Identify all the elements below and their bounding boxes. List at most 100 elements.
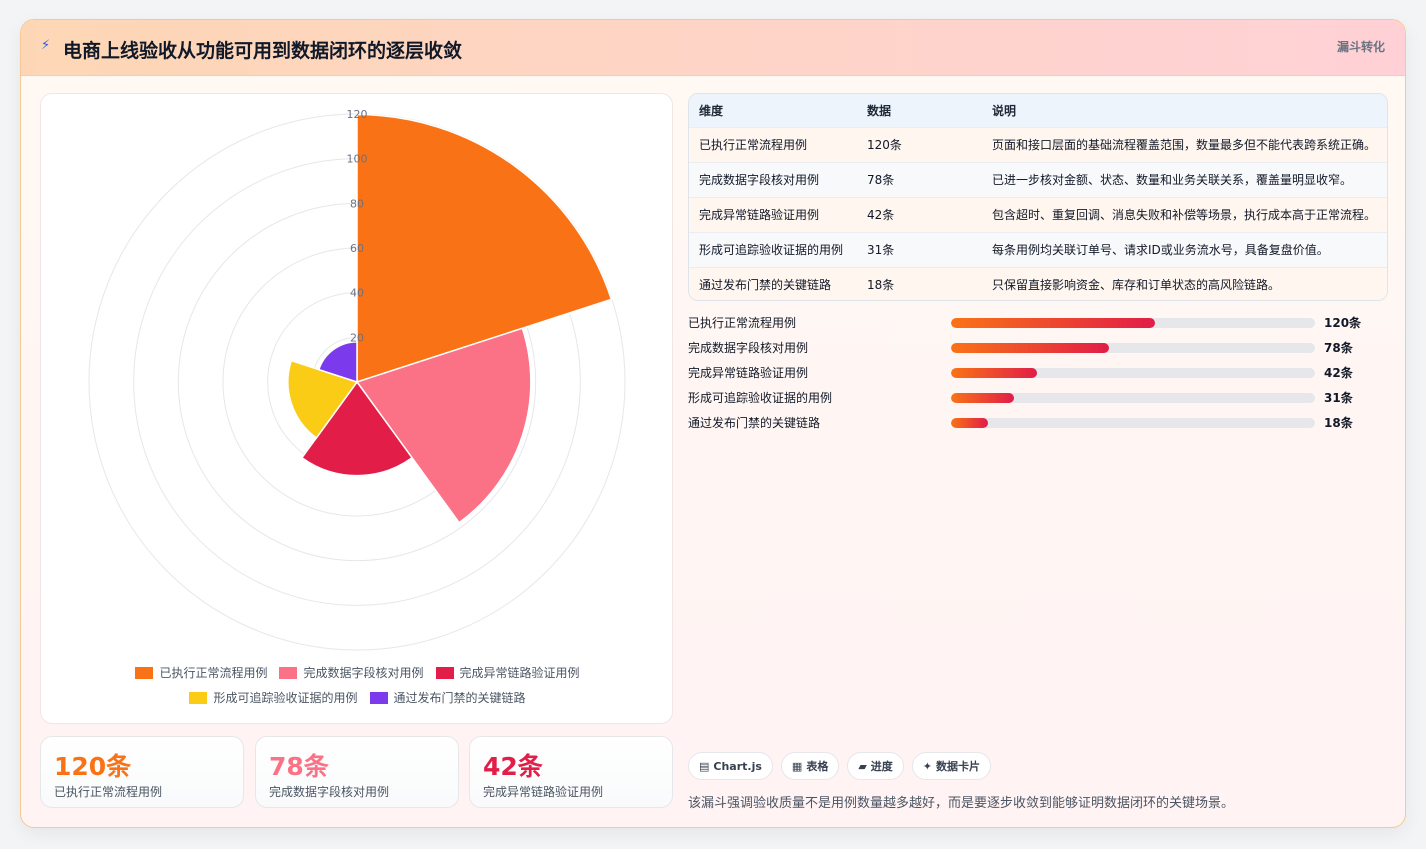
chart-type-tag: 漏斗转化 bbox=[1336, 40, 1385, 54]
progress-row: 完成数据字段核对用例 78条 bbox=[688, 337, 1388, 362]
progress-label: 完成异常链路验证用例 bbox=[688, 366, 809, 380]
chip-label: 进度 bbox=[870, 760, 893, 773]
legend-item[interactable]: 完成异常链路验证用例 bbox=[435, 664, 580, 681]
progress-fill bbox=[951, 368, 1037, 378]
table-cell: 只保留直接影响资金、库存和订单状态的高风险链路。 bbox=[982, 266, 1387, 300]
polar-sector-4[interactable] bbox=[287, 359, 359, 439]
legend-item[interactable]: 形成可追踪验收证据的用例 bbox=[189, 689, 358, 706]
polar-sector-2[interactable] bbox=[355, 327, 532, 524]
table-row: 完成异常链路验证用例 42条 包含超时、重复回调、消息失败和补偿等场景，执行成本… bbox=[689, 196, 1387, 232]
chip-label: Chart.js bbox=[713, 759, 762, 773]
card-header: ⚡ 电商上线验收从功能可用到数据闭环的逐层收敛 漏斗转化 bbox=[21, 20, 1405, 76]
legend-label: 完成数据字段核对用例 bbox=[303, 666, 424, 680]
progress-value: 31条 bbox=[1324, 391, 1353, 405]
table-header-row: 维度 数据 说明 bbox=[689, 94, 1387, 127]
feature-chips: ▤ Chart.js ▦ 表格 ▰ 进度 ✦ 数据卡片 bbox=[688, 752, 992, 780]
polar-chart-panel: 20 40 60 80 100 120 已执行正常流程用例 完成数据字段核对用例 完成异常链路… bbox=[40, 93, 673, 724]
table-cell: 完成数据字段核对用例 bbox=[689, 161, 857, 197]
page-title: 电商上线验收从功能可用到数据闭环的逐层收敛 bbox=[63, 40, 463, 62]
legend-item[interactable]: 已执行正常流程用例 bbox=[135, 664, 267, 681]
stat-value: 120条 bbox=[54, 752, 132, 781]
stat-label: 完成异常链路验证用例 bbox=[483, 785, 604, 799]
table-cell: 完成异常链路验证用例 bbox=[689, 196, 857, 232]
stat-card-3: 42条 完成异常链路验证用例 bbox=[469, 736, 673, 808]
legend-label: 通过发布门禁的关键链路 bbox=[393, 691, 526, 705]
r-axis-tick-label: 120 bbox=[347, 108, 368, 121]
progress-track bbox=[951, 368, 1315, 378]
progress-track bbox=[951, 343, 1315, 353]
progress-track bbox=[951, 393, 1315, 403]
progress-row: 完成异常链路验证用例 42条 bbox=[688, 362, 1388, 387]
progress-label: 已执行正常流程用例 bbox=[688, 316, 797, 330]
legend-swatch bbox=[369, 691, 388, 704]
table-header-cell: 说明 bbox=[982, 94, 1387, 127]
table-cell: 120条 bbox=[857, 126, 982, 162]
progress-value: 18条 bbox=[1324, 416, 1353, 430]
r-axis-tick-label: 100 bbox=[347, 153, 368, 166]
lightning-icon: ⚡ bbox=[41, 38, 51, 53]
progress-value: 120条 bbox=[1324, 316, 1362, 330]
footnote: 该漏斗强调验收质量不是用例数量越多越好，而是要逐步收敛到能够证明数据闭环的关键场… bbox=[688, 796, 1235, 811]
r-axis-tick-label: 80 bbox=[350, 197, 364, 210]
progress-track bbox=[951, 318, 1315, 328]
r-axis-tick-label: 20 bbox=[350, 331, 364, 344]
legend-swatch bbox=[135, 666, 154, 679]
legend-item[interactable]: 通过发布门禁的关键链路 bbox=[369, 689, 526, 706]
polar-sector-5[interactable] bbox=[317, 341, 358, 384]
progress-fill bbox=[951, 393, 1014, 403]
table-icon: ▦ bbox=[791, 759, 803, 773]
stat-value: 78条 bbox=[269, 752, 329, 781]
progress-fill bbox=[951, 343, 1109, 353]
chip-table[interactable]: ▦ 表格 bbox=[780, 752, 840, 780]
progress-row: 已执行正常流程用例 120条 bbox=[688, 312, 1388, 337]
chip-card[interactable]: ✦ 数据卡片 bbox=[911, 752, 992, 780]
chip-label: 数据卡片 bbox=[936, 760, 981, 773]
table-row: 完成数据字段核对用例 78条 已进一步核对金额、状态、数量和业务关联关系，覆盖量… bbox=[689, 161, 1387, 197]
legend-swatch bbox=[279, 666, 298, 679]
polar-sector-1[interactable] bbox=[356, 113, 613, 384]
chart-icon: ▤ bbox=[699, 759, 710, 773]
r-axis-tick-label: 40 bbox=[350, 287, 364, 300]
table-header-cell: 维度 bbox=[689, 94, 857, 127]
legend-swatch bbox=[189, 691, 208, 704]
legend-label: 已执行正常流程用例 bbox=[159, 666, 268, 680]
chip-progress[interactable]: ▰ 进度 bbox=[847, 752, 904, 780]
progress-label: 通过发布门禁的关键链路 bbox=[688, 416, 821, 430]
progress-list: 已执行正常流程用例 120条完成数据字段核对用例 78条完成异常链路验证用例 42条形… bbox=[688, 312, 1388, 437]
table-header-cell: 数据 bbox=[857, 94, 982, 127]
polar-area-chart: 20 40 60 80 100 120 bbox=[88, 108, 626, 651]
stat-label: 完成数据字段核对用例 bbox=[269, 785, 390, 799]
legend-swatch bbox=[435, 666, 454, 679]
legend-item[interactable]: 完成数据字段核对用例 bbox=[279, 664, 424, 681]
table-cell: 已执行正常流程用例 bbox=[689, 126, 857, 162]
progress-value: 42条 bbox=[1324, 366, 1353, 380]
stat-value: 42条 bbox=[483, 752, 543, 781]
data-table: 维度 数据 说明 已执行正常流程用例 120条 页面和接口层面的基础流程覆盖范围… bbox=[689, 94, 1387, 300]
chart-legend: 已执行正常流程用例 完成数据字段核对用例 完成异常链路验证用例形成可追踪验收证据的用… bbox=[41, 664, 674, 706]
stat-card-2: 78条 完成数据字段核对用例 bbox=[255, 736, 459, 808]
progress-row: 形成可追踪验收证据的用例 31条 bbox=[688, 387, 1388, 412]
stat-label: 已执行正常流程用例 bbox=[54, 785, 163, 799]
chip-chart[interactable]: ▤ Chart.js bbox=[688, 752, 773, 780]
table-cell: 包含超时、重复回调、消息失败和补偿等场景，执行成本高于正常流程。 bbox=[982, 196, 1387, 232]
table-cell: 42条 bbox=[857, 196, 982, 232]
table-row: 通过发布门禁的关键链路 18条 只保留直接影响资金、库存和订单状态的高风险链路。 bbox=[689, 266, 1387, 300]
table-cell: 通过发布门禁的关键链路 bbox=[689, 266, 857, 300]
stat-card-1: 120条 已执行正常流程用例 bbox=[40, 736, 244, 808]
polar-sector-3[interactable] bbox=[300, 380, 414, 477]
table-cell: 18条 bbox=[857, 266, 982, 300]
main-card: ⚡ 电商上线验收从功能可用到数据闭环的逐层收敛 漏斗转化 20 40 60 80 100… bbox=[20, 19, 1406, 828]
progress-label: 形成可追踪验收证据的用例 bbox=[688, 391, 833, 405]
progress-label: 完成数据字段核对用例 bbox=[688, 341, 809, 355]
table-row: 已执行正常流程用例 120条 页面和接口层面的基础流程覆盖范围，数量最多但不能代… bbox=[689, 126, 1387, 162]
card-icon: ✦ bbox=[922, 759, 933, 773]
progress-fill bbox=[951, 318, 1155, 328]
data-table-panel: 维度 数据 说明 已执行正常流程用例 120条 页面和接口层面的基础流程覆盖范围… bbox=[688, 93, 1388, 301]
table-cell: 31条 bbox=[857, 231, 982, 267]
table-cell: 每条用例均关联订单号、请求ID或业务流水号，具备复盘价值。 bbox=[982, 231, 1387, 267]
progress-fill bbox=[951, 418, 988, 428]
progress-track bbox=[951, 418, 1315, 428]
legend-label: 形成可追踪验收证据的用例 bbox=[213, 691, 358, 705]
progress-value: 78条 bbox=[1324, 341, 1353, 355]
table-row: 形成可追踪验收证据的用例 31条 每条用例均关联订单号、请求ID或业务流水号，具… bbox=[689, 231, 1387, 267]
